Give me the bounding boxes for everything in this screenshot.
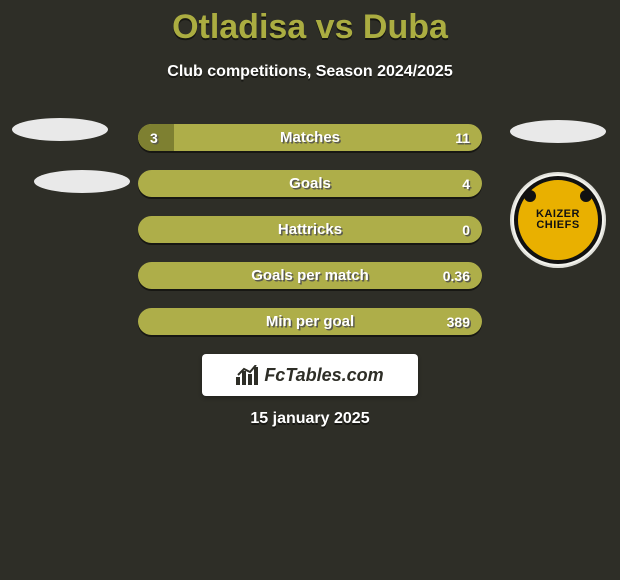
stat-row: Goals per match 0.36 (138, 262, 482, 289)
crest-line2: CHIEFS (536, 219, 579, 231)
right-value: 0.36 (443, 262, 470, 289)
right-team-badge: KAIZER CHIEFS (506, 112, 606, 242)
stat-row: Hattricks 0 (138, 216, 482, 243)
right-value: 389 (447, 308, 470, 335)
soccer-ball-icon (524, 190, 536, 202)
right-value: 11 (455, 124, 470, 151)
stat-label: Min per goal (138, 308, 482, 335)
stat-label: Hattricks (138, 216, 482, 243)
placeholder-ellipse (12, 118, 108, 141)
placeholder-ellipse (510, 120, 606, 143)
page-title: Otladisa vs Duba (0, 0, 620, 47)
generated-date: 15 january 2025 (0, 410, 620, 428)
stat-label: Goals per match (138, 262, 482, 289)
source-logo-link[interactable]: FcTables.com (202, 354, 418, 396)
right-value: 0 (462, 216, 470, 243)
left-fill (138, 124, 174, 151)
team-crest: KAIZER CHIEFS (510, 172, 606, 268)
page-subtitle: Club competitions, Season 2024/2025 (0, 63, 620, 81)
source-logo-text: FcTables.com (264, 365, 383, 386)
stat-label: Goals (138, 170, 482, 197)
right-value: 4 (462, 170, 470, 197)
stat-row: 3 Matches 11 (138, 124, 482, 151)
stat-row: Min per goal 389 (138, 308, 482, 335)
bars-icon (236, 365, 258, 385)
stat-row: Goals 4 (138, 170, 482, 197)
stats-card: Otladisa vs Duba Club competitions, Seas… (0, 0, 620, 580)
soccer-ball-icon (580, 190, 592, 202)
left-team-badge (12, 106, 108, 190)
placeholder-ellipse (34, 170, 130, 193)
comparison-bars: 3 Matches 11 Goals 4 Hattricks 0 Goals p… (138, 124, 482, 354)
stat-label: Matches (138, 124, 482, 151)
